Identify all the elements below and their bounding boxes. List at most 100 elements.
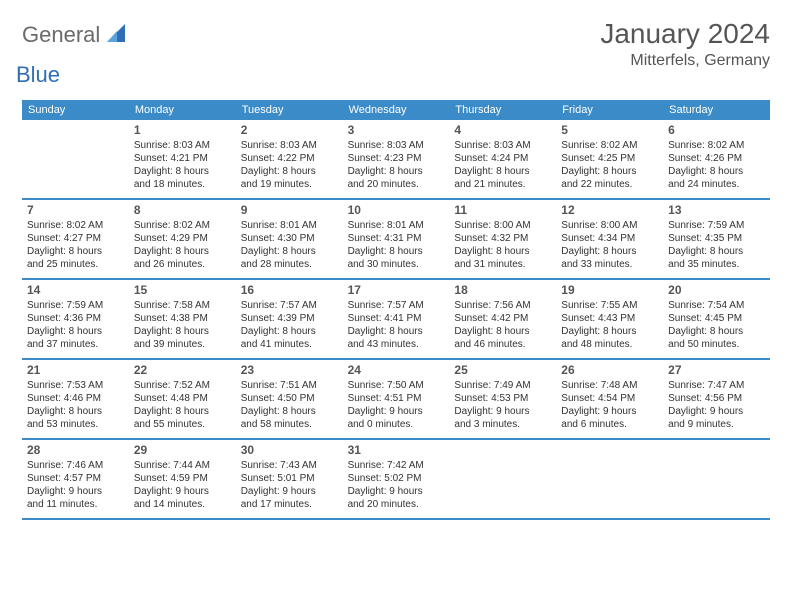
day-number: 11 [454, 203, 551, 217]
day-cell: 31Sunrise: 7:42 AMSunset: 5:02 PMDayligh… [343, 440, 450, 518]
day-cell [663, 440, 770, 518]
day-number: 7 [27, 203, 124, 217]
day-info-line: Daylight: 9 hours [27, 485, 124, 498]
day-cell: 6Sunrise: 8:02 AMSunset: 4:26 PMDaylight… [663, 120, 770, 198]
day-info-line: Sunset: 4:34 PM [561, 232, 658, 245]
sail-icon [107, 24, 127, 47]
day-info-line: Sunset: 4:27 PM [27, 232, 124, 245]
day-info-line: Sunrise: 7:55 AM [561, 299, 658, 312]
day-info-line: Daylight: 8 hours [668, 245, 765, 258]
day-cell: 26Sunrise: 7:48 AMSunset: 4:54 PMDayligh… [556, 360, 663, 438]
day-cell: 7 Sunrise: 8:02 AMSunset: 4:27 PMDaylight… [22, 200, 129, 278]
day-info-line: Sunrise: 7:57 AM [348, 299, 445, 312]
day-info-line: Daylight: 8 hours [134, 165, 231, 178]
day-info-line: Sunset: 4:51 PM [348, 392, 445, 405]
day-info-line: and 20 minutes. [348, 498, 445, 511]
logo-text-blue: Blue [16, 62, 127, 88]
day-info-line: and 37 minutes. [27, 338, 124, 351]
day-info-line: Sunrise: 8:02 AM [134, 219, 231, 232]
day-info-line: Sunset: 5:01 PM [241, 472, 338, 485]
day-info-line: and 31 minutes. [454, 258, 551, 271]
day-cell: 19 Sunrise: 7:55 AMSunset: 4:43 PMDayligh… [556, 280, 663, 358]
day-info-line: Daylight: 8 hours [241, 405, 338, 418]
day-info-line: Sunrise: 8:01 AM [348, 219, 445, 232]
day-info-line: and 30 minutes. [348, 258, 445, 271]
day-number: 5 [561, 123, 658, 137]
day-number: 25 [454, 363, 551, 377]
day-info-line: and 9 minutes. [668, 418, 765, 431]
day-info-line: Sunrise: 8:03 AM [241, 139, 338, 152]
day-number: 19 [561, 283, 658, 297]
weekday-header: Tuesday [236, 100, 343, 120]
day-number: 10 [348, 203, 445, 217]
day-info-line: Daylight: 8 hours [27, 405, 124, 418]
day-info-line: Sunrise: 7:58 AM [134, 299, 231, 312]
day-info-line: Daylight: 8 hours [561, 245, 658, 258]
day-cell: 23Sunrise: 7:51 AMSunset: 4:50 PMDayligh… [236, 360, 343, 438]
day-info-line: Daylight: 8 hours [561, 325, 658, 338]
day-info-line: and 19 minutes. [241, 178, 338, 191]
day-cell: 28 Sunrise: 7:46 AMSunset: 4:57 PMDayligh… [22, 440, 129, 518]
day-cell: 14Sunrise: 7:59 AMSunset: 4:36 PMDayligh… [22, 280, 129, 358]
day-cell: 12Sunrise: 8:00 AMSunset: 4:34 PMDayligh… [556, 200, 663, 278]
day-info-line: Sunset: 4:21 PM [134, 152, 231, 165]
day-cell: 25Sunrise: 7:49 AMSunset: 4:53 PMDayligh… [449, 360, 556, 438]
day-info-line: Daylight: 8 hours [241, 325, 338, 338]
day-info-line: Sunset: 4:59 PM [134, 472, 231, 485]
day-info-line: Sunrise: 7:46 AM [27, 459, 124, 472]
day-number: 23 [241, 363, 338, 377]
day-info-line: Sunrise: 7:52 AM [134, 379, 231, 392]
day-info-line: Daylight: 9 hours [668, 405, 765, 418]
day-info-line: Sunrise: 7:43 AM [241, 459, 338, 472]
day-info-line: Daylight: 8 hours [454, 165, 551, 178]
day-info-line: Daylight: 8 hours [27, 245, 124, 258]
day-number: 17 [348, 283, 445, 297]
day-number: 31 [348, 443, 445, 457]
day-number: 29 [134, 443, 231, 457]
day-info-line: Sunrise: 7:42 AM [348, 459, 445, 472]
day-info-line: and 20 minutes. [348, 178, 445, 191]
day-cell: 1Sunrise: 8:03 AMSunset: 4:21 PMDaylight… [129, 120, 236, 198]
day-info-line: Sunrise: 8:02 AM [27, 219, 124, 232]
day-info-line: Sunset: 4:22 PM [241, 152, 338, 165]
week-row: 14Sunrise: 7:59 AMSunset: 4:36 PMDayligh… [22, 280, 770, 360]
day-info-line: Sunrise: 8:03 AM [454, 139, 551, 152]
day-info-line: and 6 minutes. [561, 418, 658, 431]
day-info-line: Sunset: 4:50 PM [241, 392, 338, 405]
day-info-line: and 28 minutes. [241, 258, 338, 271]
day-info-line: Sunset: 4:45 PM [668, 312, 765, 325]
day-info-line: Daylight: 8 hours [668, 165, 765, 178]
day-info-line: Sunrise: 7:53 AM [27, 379, 124, 392]
day-number: 28 [27, 443, 124, 457]
day-info-line: Sunset: 4:42 PM [454, 312, 551, 325]
day-info-line: Sunset: 4:35 PM [668, 232, 765, 245]
weekday-header-row: SundayMondayTuesdayWednesdayThursdayFrid… [22, 100, 770, 120]
day-cell: 8Sunrise: 8:02 AMSunset: 4:29 PMDaylight… [129, 200, 236, 278]
day-info-line: Sunrise: 8:01 AM [241, 219, 338, 232]
day-info-line: and 0 minutes. [348, 418, 445, 431]
day-number: 20 [668, 283, 765, 297]
weekday-header: Sunday [22, 100, 129, 120]
day-number: 26 [561, 363, 658, 377]
day-info-line: Sunset: 4:54 PM [561, 392, 658, 405]
day-info-line: Daylight: 9 hours [454, 405, 551, 418]
day-number: 6 [668, 123, 765, 137]
day-cell: 18Sunrise: 7:56 AMSunset: 4:42 PMDayligh… [449, 280, 556, 358]
weeks-container: 1Sunrise: 8:03 AMSunset: 4:21 PMDaylight… [22, 120, 770, 520]
day-cell: 27Sunrise: 7:47 AMSunset: 4:56 PMDayligh… [663, 360, 770, 438]
day-info-line: Sunrise: 8:00 AM [561, 219, 658, 232]
day-info-line: and 39 minutes. [134, 338, 231, 351]
day-number: 4 [454, 123, 551, 137]
day-cell: 9Sunrise: 8:01 AMSunset: 4:30 PMDaylight… [236, 200, 343, 278]
day-info-line: Sunset: 4:36 PM [27, 312, 124, 325]
day-cell: 13Sunrise: 7:59 AMSunset: 4:35 PMDayligh… [663, 200, 770, 278]
day-info-line: and 14 minutes. [134, 498, 231, 511]
day-info-line: Sunset: 4:57 PM [27, 472, 124, 485]
day-info-line: Sunrise: 7:57 AM [241, 299, 338, 312]
day-number: 1 [134, 123, 231, 137]
day-info-line: Sunset: 4:43 PM [561, 312, 658, 325]
day-number: 8 [134, 203, 231, 217]
day-info-line: Daylight: 8 hours [348, 325, 445, 338]
day-info-line: and 3 minutes. [454, 418, 551, 431]
day-info-line: and 50 minutes. [668, 338, 765, 351]
